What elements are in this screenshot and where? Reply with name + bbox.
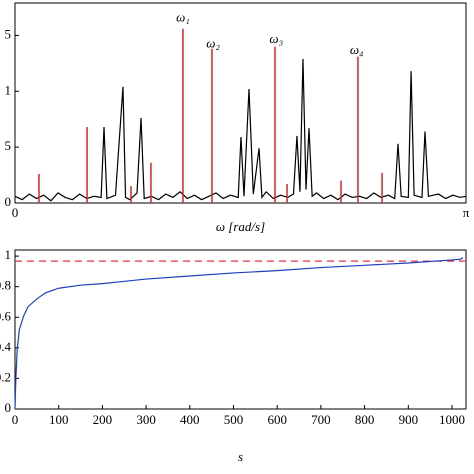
y-tick-label: 0.8 xyxy=(0,278,11,293)
x-tick-label: 100 xyxy=(49,412,69,427)
y-tick-label: 1 xyxy=(5,247,12,262)
plot-frame xyxy=(14,2,467,204)
x-tick-label: 1000 xyxy=(439,412,465,427)
y-tick-label: 0 xyxy=(5,400,12,415)
data-line xyxy=(14,257,464,410)
plot-frame xyxy=(14,249,467,410)
x-tick-label: 700 xyxy=(311,412,331,427)
y-tick-label: 1 xyxy=(5,82,12,97)
annotation: ω₂ xyxy=(206,35,220,50)
x-tick-label: 600 xyxy=(267,412,287,427)
x-tick-label: 800 xyxy=(355,412,375,427)
x-tick-label: 500 xyxy=(224,412,244,427)
y-tick-label: 0.2 xyxy=(0,369,11,384)
x-tick-label: 300 xyxy=(136,412,156,427)
data-line xyxy=(14,58,466,202)
x-tick-label: 200 xyxy=(93,412,113,427)
annotation: ω₁ xyxy=(176,10,190,25)
y-tick-label: 5 xyxy=(5,138,12,153)
annotation: ω₃ xyxy=(269,31,283,46)
y-tick-label: 5 xyxy=(5,26,12,41)
y-tick-label: 0 xyxy=(5,194,12,209)
annotation: ω₄ xyxy=(350,42,364,57)
x-tick-label: 900 xyxy=(399,412,419,427)
x-tick-label: 400 xyxy=(180,412,200,427)
y-tick-label: 0.6 xyxy=(0,308,12,323)
y-tick-label: 0.4 xyxy=(0,339,12,354)
x-tick-label: 0 xyxy=(12,412,19,427)
x-axis-label: s xyxy=(238,449,243,464)
x-tick-label: 0 xyxy=(12,205,19,220)
x-tick-label: π xyxy=(463,205,470,220)
x-axis-label: ω [rad/s] xyxy=(216,219,265,234)
